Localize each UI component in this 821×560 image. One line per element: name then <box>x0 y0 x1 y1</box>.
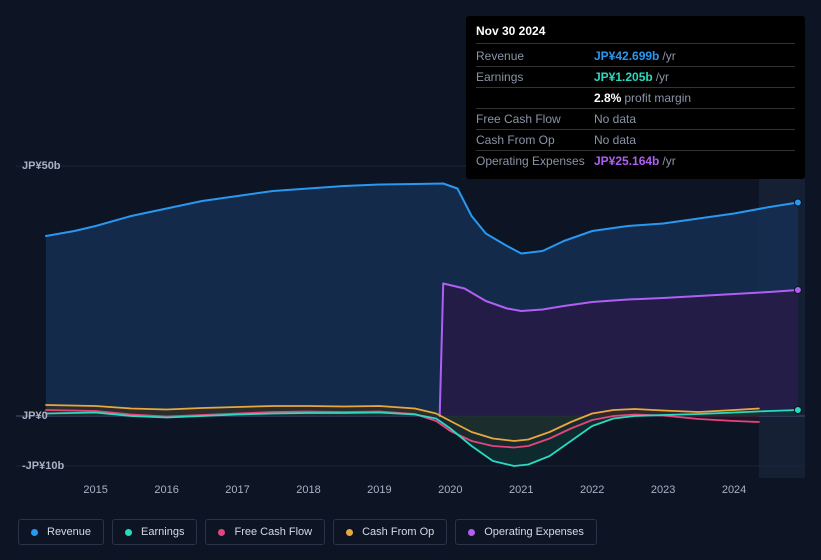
tooltip-row-label: Cash From Op <box>476 133 594 147</box>
chart-svg <box>16 158 805 478</box>
tooltip-row-value: JP¥1.205b/yr <box>594 70 795 84</box>
legend-item-operating-expenses[interactable]: Operating Expenses <box>455 519 597 545</box>
legend-dot <box>468 529 475 536</box>
legend-label: Earnings <box>141 526 184 538</box>
tooltip-row-value: No data <box>594 133 795 147</box>
legend-item-earnings[interactable]: Earnings <box>112 519 197 545</box>
tooltip-row-label: Operating Expenses <box>476 154 594 168</box>
tooltip-row-value: JP¥42.699b/yr <box>594 49 795 63</box>
legend-label: Revenue <box>47 526 91 538</box>
legend-dot <box>31 529 38 536</box>
tooltip-row-label: Free Cash Flow <box>476 112 594 126</box>
tooltip-row-value: JP¥25.164b/yr <box>594 154 795 168</box>
legend-item-cash-from-op[interactable]: Cash From Op <box>333 519 447 545</box>
legend-dot <box>125 529 132 536</box>
x-tick-label: 2017 <box>225 484 249 496</box>
legend-label: Free Cash Flow <box>234 526 312 538</box>
legend-label: Operating Expenses <box>484 526 584 538</box>
x-tick-label: 2022 <box>580 484 604 496</box>
tooltip-row: Cash From OpNo data <box>476 130 795 151</box>
x-tick-label: 2020 <box>438 484 462 496</box>
legend-dot <box>218 529 225 536</box>
x-tick-label: 2024 <box>722 484 746 496</box>
tooltip-row-label: Earnings <box>476 70 594 84</box>
y-tick-label: JP¥50b <box>22 160 61 172</box>
chart-legend: Revenue Earnings Free Cash Flow Cash From O… <box>18 519 597 545</box>
tooltip-date: Nov 30 2024 <box>476 24 795 44</box>
x-axis-labels: 2015 2016 2017 2018 2019 2020 2021 2022 2023 2024 <box>16 484 805 504</box>
x-tick-label: 2023 <box>651 484 675 496</box>
tooltip-row: 2.8%profit margin <box>476 88 795 109</box>
tooltip-row: EarningsJP¥1.205b/yr <box>476 67 795 88</box>
y-tick-label: JP¥0 <box>22 410 48 422</box>
tooltip-row: Free Cash FlowNo data <box>476 109 795 130</box>
tooltip-row-value: 2.8%profit margin <box>594 91 795 105</box>
tooltip-row-value: No data <box>594 112 795 126</box>
tooltip-row-label <box>476 91 594 105</box>
financials-chart: JP¥50b JP¥0 -JP¥10b 2015 2016 2017 2018 2019… <box>16 158 805 500</box>
legend-item-revenue[interactable]: Revenue <box>18 519 104 545</box>
legend-item-free-cash-flow[interactable]: Free Cash Flow <box>205 519 325 545</box>
data-tooltip: Nov 30 2024 RevenueJP¥42.699b/yrEarnings… <box>466 16 805 179</box>
legend-dot <box>346 529 353 536</box>
x-tick-label: 2019 <box>367 484 391 496</box>
x-tick-label: 2018 <box>296 484 320 496</box>
x-tick-label: 2015 <box>83 484 107 496</box>
tooltip-row: RevenueJP¥42.699b/yr <box>476 46 795 67</box>
tooltip-row: Operating ExpensesJP¥25.164b/yr <box>476 151 795 171</box>
y-tick-label: -JP¥10b <box>22 460 64 472</box>
tooltip-row-label: Revenue <box>476 49 594 63</box>
x-tick-label: 2021 <box>509 484 533 496</box>
x-tick-label: 2016 <box>154 484 178 496</box>
legend-label: Cash From Op <box>362 526 434 538</box>
